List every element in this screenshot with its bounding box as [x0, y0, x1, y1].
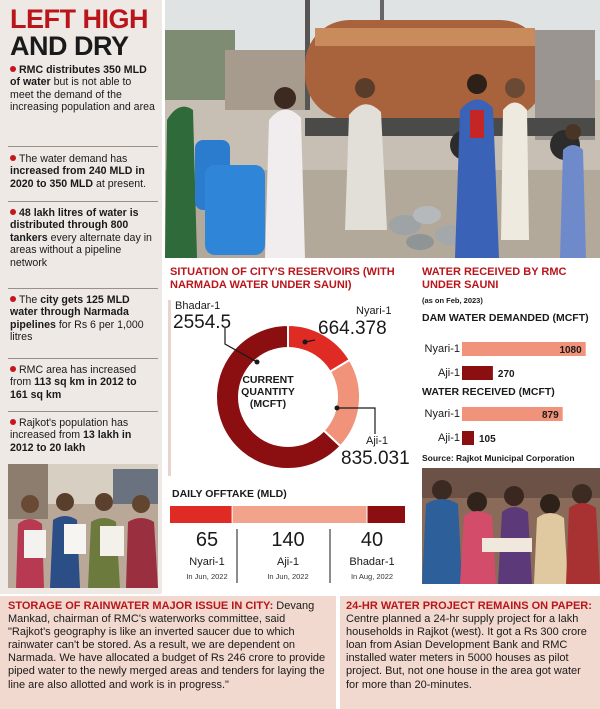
bullet-4-text: The — [19, 294, 41, 306]
storage-body: Devang Mankad, chairman of RMC's waterwo… — [8, 600, 326, 691]
bullet-6-bold: 13 lakh in 2012 to 20 lakh — [10, 429, 132, 454]
nyari-value: 664.378 — [318, 318, 387, 339]
divider — [8, 146, 158, 147]
divider — [8, 288, 158, 289]
aji-leader-line — [337, 407, 376, 434]
bullet-dot-icon — [10, 296, 16, 302]
donut-hole — [238, 347, 338, 447]
offtake-nyari-label: Nyari-1 — [189, 556, 225, 568]
offtake-seg-aji — [232, 506, 367, 523]
offtake-aji-date: In Jun, 2022 — [267, 572, 309, 581]
offtake-bhadar-value: 40 — [360, 529, 384, 551]
bullet-dot-icon — [10, 366, 16, 372]
bullet-5-text: RMC area has increased from — [10, 364, 137, 389]
panel-edge — [168, 300, 171, 476]
offtake-bhadar-date: In Aug, 2022 — [350, 572, 394, 581]
bullet-3-text: every alternate day in areas without a p… — [10, 231, 152, 269]
project-text: 24-HR WATER PROJECT REMAINS ON PAPER: Ce… — [346, 600, 596, 692]
project-body: Centre planned a 24-hr supply project fo… — [346, 613, 587, 691]
offtake-aji-label: Aji-1 — [276, 556, 299, 568]
offtake-dividers — [236, 529, 331, 583]
received-asof: (as on Feb, 2023) — [422, 296, 483, 305]
demanded-aji-label: Aji-1 — [437, 367, 460, 379]
bullet-4-bold: city gets 125 MLD water through Narmada … — [10, 294, 130, 331]
demanded-aji-bar — [462, 366, 493, 380]
project-band — [340, 596, 600, 709]
bullet-3-bold: 48 lakh litres of water is distributed t… — [10, 207, 139, 244]
nyari-leader-dot — [302, 339, 308, 345]
received-title: WATER RECEIVED BY RMC UNDER SAUNI — [422, 266, 567, 291]
bullet-1-bold: RMC distributes 350 MLD of water — [10, 64, 147, 89]
received-bar-chart: 1080 270 879 105 — [462, 342, 586, 445]
offtake-bhadar-label: Bhadar-1 — [349, 556, 395, 568]
received-nyari-bar — [462, 407, 563, 421]
received-nyari-value: 879 — [542, 410, 559, 421]
headline-line1: LEFT HIGH — [10, 4, 149, 34]
project-heading: 24-HR WATER PROJECT REMAINS ON PAPER: — [346, 600, 592, 612]
storage-band — [0, 596, 336, 709]
divider — [8, 411, 158, 412]
bullet-1: RMC distributes 350 MLD of water but is … — [10, 64, 156, 114]
bullet-2: The water demand has increased from 240 … — [10, 153, 156, 190]
bullet-4-text-end: for Rs 6 per 1,000 litres — [10, 318, 144, 344]
received-bars: 1080 270 879 105 — [462, 342, 586, 445]
offtake-seg-bhadar — [367, 506, 405, 523]
aji-leader-dot — [334, 405, 340, 411]
demanded-title: DAM WATER DEMANDED (MCFT) — [422, 312, 589, 324]
received-source: Source: Rajkot Municipal Corporation — [422, 453, 575, 463]
aji-value: 835.031 — [341, 448, 410, 469]
demanded-aji-value: 270 — [498, 369, 515, 380]
bhadar-leader-line — [224, 328, 258, 363]
bullet-6: Rajkot's population has increased from 1… — [10, 417, 156, 454]
offtake-seg-nyari — [170, 506, 232, 523]
offtake-bar — [170, 506, 405, 523]
protest-photo — [8, 464, 158, 588]
offtake-title: DAILY OFFTAKE (MLD) — [172, 488, 287, 500]
received-subtitle: WATER RECEIVED (MCFT) — [422, 386, 555, 398]
bullet-2-text: The water demand has — [19, 153, 128, 165]
bullet-dot-icon — [10, 209, 16, 215]
bhadar-leader-dot — [254, 359, 260, 365]
crowd-photo — [422, 468, 600, 584]
bullet-5: RMC area has increased from 113 sq km in… — [10, 364, 156, 401]
received-aji-bar — [462, 431, 474, 445]
aji-label: Aji-1 — [366, 435, 389, 447]
divider — [8, 201, 158, 202]
offtake-nyari-date: In Jun, 2022 — [186, 572, 228, 581]
demanded-nyari-bar — [462, 342, 586, 356]
reservoir-donut-chart — [215, 323, 376, 470]
bullet-1-text: but is not able to meet the demand of th… — [10, 76, 155, 114]
headline: LEFT HIGH AND DRY — [10, 4, 149, 61]
bullet-5-bold: 113 sq km in 2012 to 161 sq km — [10, 376, 137, 401]
divider — [8, 358, 158, 359]
donut-center-label: CURRENT QUANTITY (MCFT) — [241, 374, 295, 410]
water-tanker-photo — [165, 0, 600, 258]
received-aji-value: 105 — [479, 434, 496, 445]
bullet-2-bold: increased from 240 MLD in 2020 to 350 ML… — [10, 165, 145, 190]
nyari-label: Nyari-1 — [356, 305, 392, 317]
offtake-segments — [170, 506, 405, 523]
bullet-6-text: Rajkot's population has increased from — [10, 417, 129, 442]
bhadar-label: Bhadar-1 — [175, 300, 221, 312]
storage-heading: STORAGE OF RAINWATER MAJOR ISSUE IN CITY… — [8, 600, 274, 612]
storage-text: STORAGE OF RAINWATER MAJOR ISSUE IN CITY… — [8, 600, 330, 692]
received-aji-label: Aji-1 — [437, 432, 460, 444]
bullet-4: The city gets 125 MLD water through Narm… — [10, 294, 156, 344]
bullet-dot-icon — [10, 419, 16, 425]
bullet-dot-icon — [10, 66, 16, 72]
bullet-2-text-end: at present. — [93, 177, 147, 190]
bullet-3: 48 lakh litres of water is distributed t… — [10, 207, 156, 269]
reservoirs-title: SITUATION OF CITY'S RESERVOIRS (WITH NAR… — [170, 266, 395, 291]
bhadar-value: 2554.5 — [173, 312, 232, 333]
demanded-nyari-value: 1080 — [559, 345, 582, 356]
offtake-aji-value: 140 — [271, 529, 305, 551]
offtake-nyari-value: 65 — [195, 529, 219, 551]
received-nyari-label: Nyari-1 — [424, 408, 460, 420]
demanded-nyari-label: Nyari-1 — [424, 343, 460, 355]
bullet-dot-icon — [10, 155, 16, 161]
headline-line2: AND DRY — [10, 31, 129, 61]
